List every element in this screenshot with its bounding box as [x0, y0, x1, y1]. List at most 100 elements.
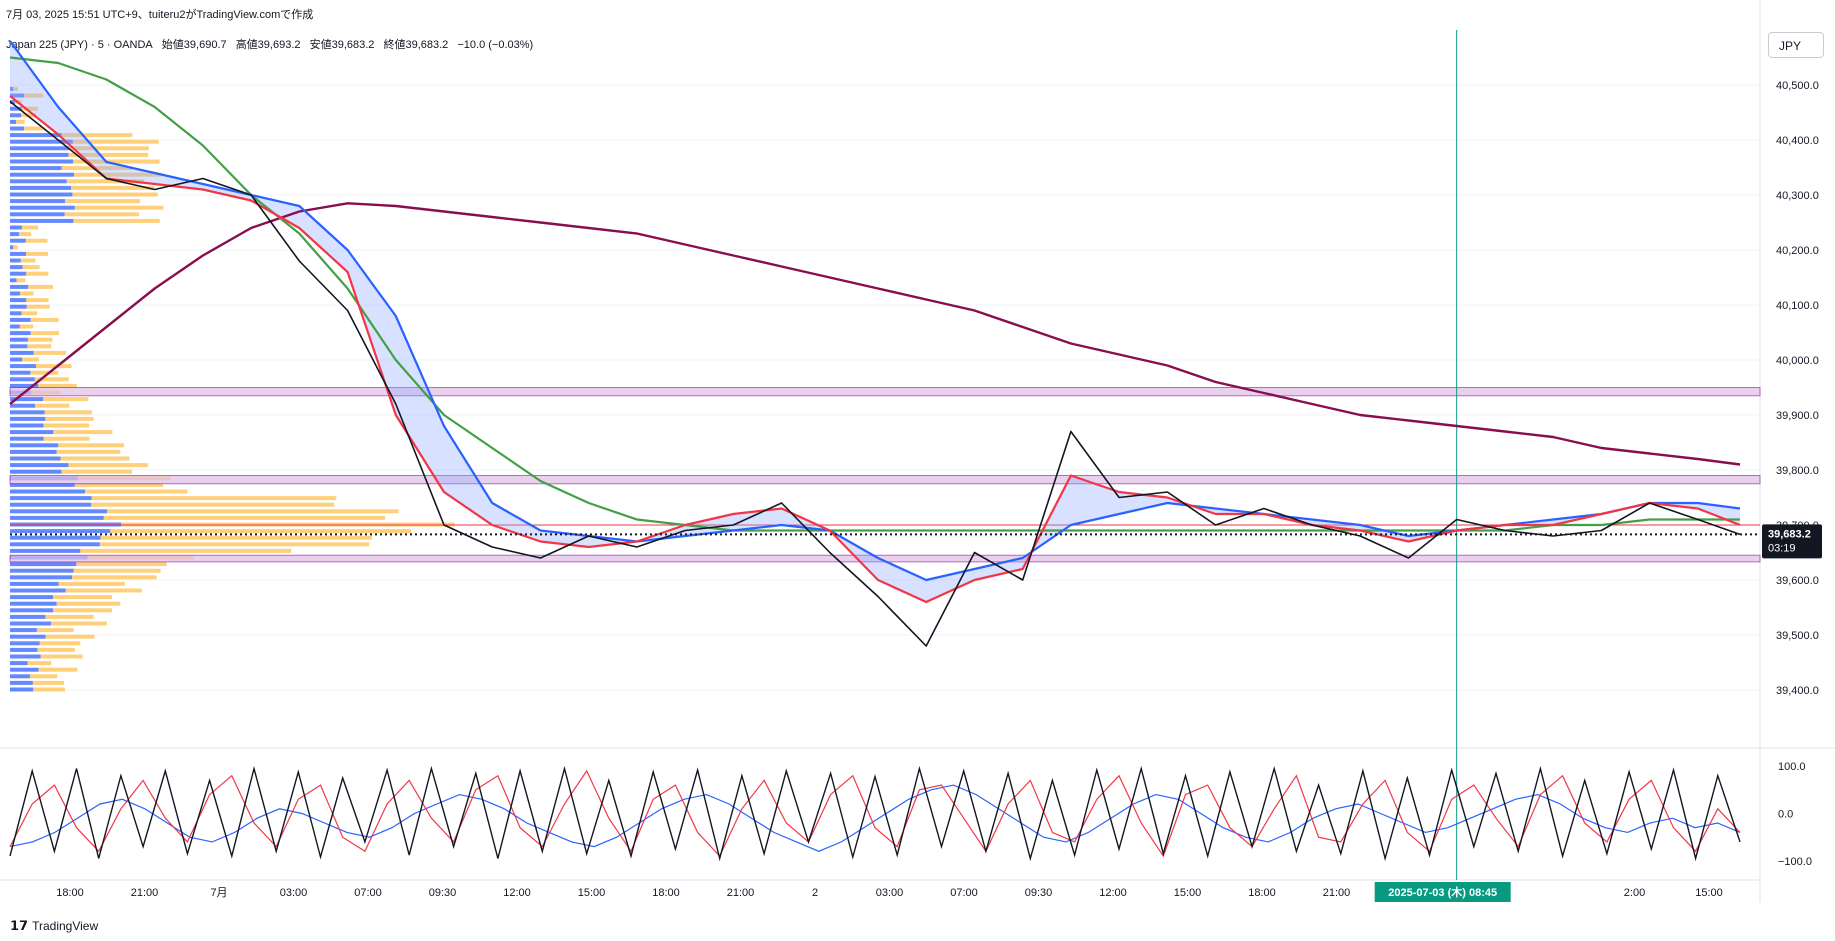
volume-bar-down	[30, 370, 59, 375]
volume-bar-up	[10, 647, 38, 652]
volume-bar-down	[73, 218, 160, 223]
volume-bar-down	[39, 641, 81, 646]
volume-bar-up	[10, 456, 61, 461]
volume-bar-up	[10, 383, 39, 388]
series-line-ema-slow	[9, 56, 1740, 532]
x-tick-label: 18:00	[1248, 887, 1276, 899]
volume-bar-up	[10, 245, 14, 250]
volume-bar-down	[76, 562, 167, 567]
volume-bar-up	[10, 331, 31, 336]
volume-bar-down	[65, 588, 142, 593]
volume-bar-down	[30, 331, 59, 336]
tradingview-logo-icon[interactable]: 𝟭𝟳	[10, 918, 29, 933]
volume-bar-down	[43, 436, 90, 441]
volume-bar-up	[10, 581, 59, 586]
volume-bar-up	[10, 601, 57, 606]
countdown-label: 03:19	[1768, 542, 1796, 554]
x-tick-label: 12:00	[503, 887, 531, 899]
x-tick-label: 09:30	[429, 887, 457, 899]
last-price-badge	[1762, 524, 1822, 559]
volume-bar-down	[45, 614, 94, 619]
y-tick-label: 40,200.0	[1776, 245, 1819, 257]
volume-bar-up	[10, 298, 27, 303]
volume-bar-up	[10, 496, 92, 501]
volume-bar-down	[103, 515, 385, 520]
y-tick-label: 40,100.0	[1776, 300, 1819, 312]
volume-bar-down	[66, 179, 145, 184]
volume-bar-down	[34, 377, 69, 382]
x-tick-label: 09:30	[1025, 887, 1053, 899]
volume-bar-down	[35, 403, 70, 408]
volume-bar-down	[71, 185, 155, 190]
volume-bar-up	[10, 133, 62, 138]
volume-bar-down	[33, 687, 65, 692]
volume-bar-down	[56, 449, 121, 454]
x-tick-label: 21:00	[131, 887, 159, 899]
volume-bar-up	[10, 199, 66, 204]
volume-bar-down	[99, 542, 370, 547]
volume-bar-down	[26, 271, 49, 276]
x-tick-label: 03:00	[876, 887, 904, 899]
volume-bar-up	[10, 119, 17, 124]
level-band-resistance-lower	[9, 475, 1761, 485]
volume-bar-down	[74, 205, 164, 210]
x-tick-label: 07:00	[354, 887, 382, 899]
volume-bar-up	[10, 166, 62, 171]
volume-bar-up	[10, 113, 22, 118]
volume-bar-up	[10, 449, 57, 454]
legend-low: 安値39,683.2	[309, 39, 375, 51]
volume-bar-up	[10, 192, 73, 197]
volume-bar-up	[10, 608, 54, 613]
volume-bar-down	[58, 581, 125, 586]
volume-bar-down	[38, 383, 77, 388]
y-tick-label: 39,900.0	[1776, 410, 1819, 422]
volume-bar-down	[64, 212, 140, 217]
volume-bar-up	[10, 463, 69, 468]
volume-bar-down	[36, 364, 72, 369]
symbol-name[interactable]: Japan 225 (JPY) · 5 · OANDA	[6, 39, 153, 51]
volume-bar-up	[10, 225, 22, 230]
volume-bar-down	[36, 628, 74, 633]
volume-bar-down	[45, 416, 94, 421]
footer-brand[interactable]: TradingView	[32, 919, 99, 933]
volume-bar-down	[45, 634, 95, 639]
x-tick-label: 2:00	[1624, 887, 1645, 899]
legend-change: −10.0 (−0.03%)	[457, 39, 534, 51]
volume-bar-up	[10, 469, 62, 474]
volume-bar-down	[26, 298, 49, 303]
volume-bar-up	[10, 562, 77, 567]
osc-line-osc-slow	[9, 784, 1741, 852]
volume-bar-down	[25, 238, 48, 243]
y-tick-label: 40,000.0	[1776, 355, 1819, 367]
volume-bar-down	[72, 192, 158, 197]
volume-bar-down	[29, 674, 58, 679]
series-line-ema-long	[9, 202, 1741, 466]
x-tick-label: 07:00	[950, 887, 978, 899]
volume-bar-up	[10, 317, 31, 322]
volume-bar-down	[72, 139, 159, 144]
volume-bar-down	[73, 159, 160, 164]
volume-bar-up	[10, 324, 20, 329]
volume-bar-up	[10, 687, 34, 692]
volume-bar-up	[10, 680, 33, 685]
currency-button[interactable]: JPY	[1768, 32, 1824, 58]
volume-bar-up	[10, 238, 26, 243]
volume-bar-up	[10, 548, 81, 553]
volume-bar-down	[110, 529, 412, 534]
volume-bar-up	[10, 344, 28, 349]
volume-bar-down	[20, 258, 36, 263]
volume-bar-down	[91, 502, 335, 507]
volume-bar-down	[44, 410, 92, 415]
volume-bar-up	[10, 667, 39, 672]
y-tick-label: 40,400.0	[1776, 135, 1819, 147]
volume-bar-up	[10, 205, 75, 210]
volume-bar-down	[61, 469, 132, 474]
volume-bar-up	[10, 436, 44, 441]
volume-bar-up	[10, 86, 14, 91]
volume-bar-down	[24, 93, 44, 98]
volume-bar-down	[60, 456, 130, 461]
volume-bar-up	[10, 482, 75, 487]
volume-bar-down	[50, 621, 107, 626]
volume-bar-down	[53, 608, 112, 613]
